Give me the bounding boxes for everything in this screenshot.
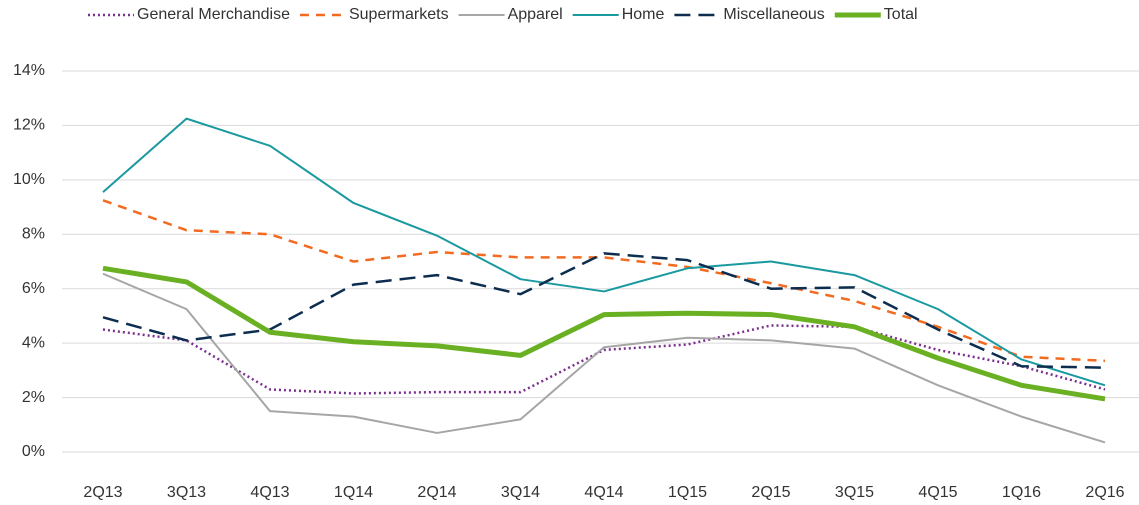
x-tick-label: 1Q14 <box>334 484 373 501</box>
legend-label: Supermarkets <box>349 6 449 23</box>
x-tick-label: 4Q14 <box>584 484 623 501</box>
legend-label: Total <box>884 6 918 23</box>
series-line <box>102 199 1106 363</box>
x-tick-label: 3Q15 <box>835 484 874 501</box>
legend-label: Home <box>622 6 665 23</box>
y-tick-label: 2% <box>22 389 45 406</box>
legend-label: Miscellaneous <box>723 6 824 23</box>
legend-label: General Merchandise <box>137 6 290 23</box>
y-tick-label: 10% <box>13 171 45 188</box>
series-line <box>102 117 1106 387</box>
x-tick-label: 1Q15 <box>668 484 707 501</box>
x-tick-label: 3Q14 <box>501 484 540 501</box>
x-tick-label: 2Q14 <box>417 484 456 501</box>
y-tick-label: 8% <box>22 226 45 243</box>
x-tick-label: 2Q13 <box>83 484 122 501</box>
x-tick-label: 4Q13 <box>250 484 289 501</box>
y-tick-label: 14% <box>13 62 45 79</box>
series-line <box>102 252 1106 369</box>
x-tick-label: 4Q15 <box>918 484 957 501</box>
series-line <box>102 324 1106 395</box>
series-line <box>102 272 1106 444</box>
x-tick-label: 3Q13 <box>167 484 206 501</box>
y-tick-label: 12% <box>13 117 45 134</box>
x-tick-label: 1Q16 <box>1002 484 1041 501</box>
series-line <box>102 265 1106 402</box>
x-tick-label: 2Q16 <box>1085 484 1124 501</box>
y-tick-label: 0% <box>22 443 45 460</box>
x-tick-label: 2Q15 <box>751 484 790 501</box>
legend-label: Apparel <box>508 6 563 23</box>
y-tick-label: 6% <box>22 280 45 297</box>
y-tick-label: 4% <box>22 334 45 351</box>
